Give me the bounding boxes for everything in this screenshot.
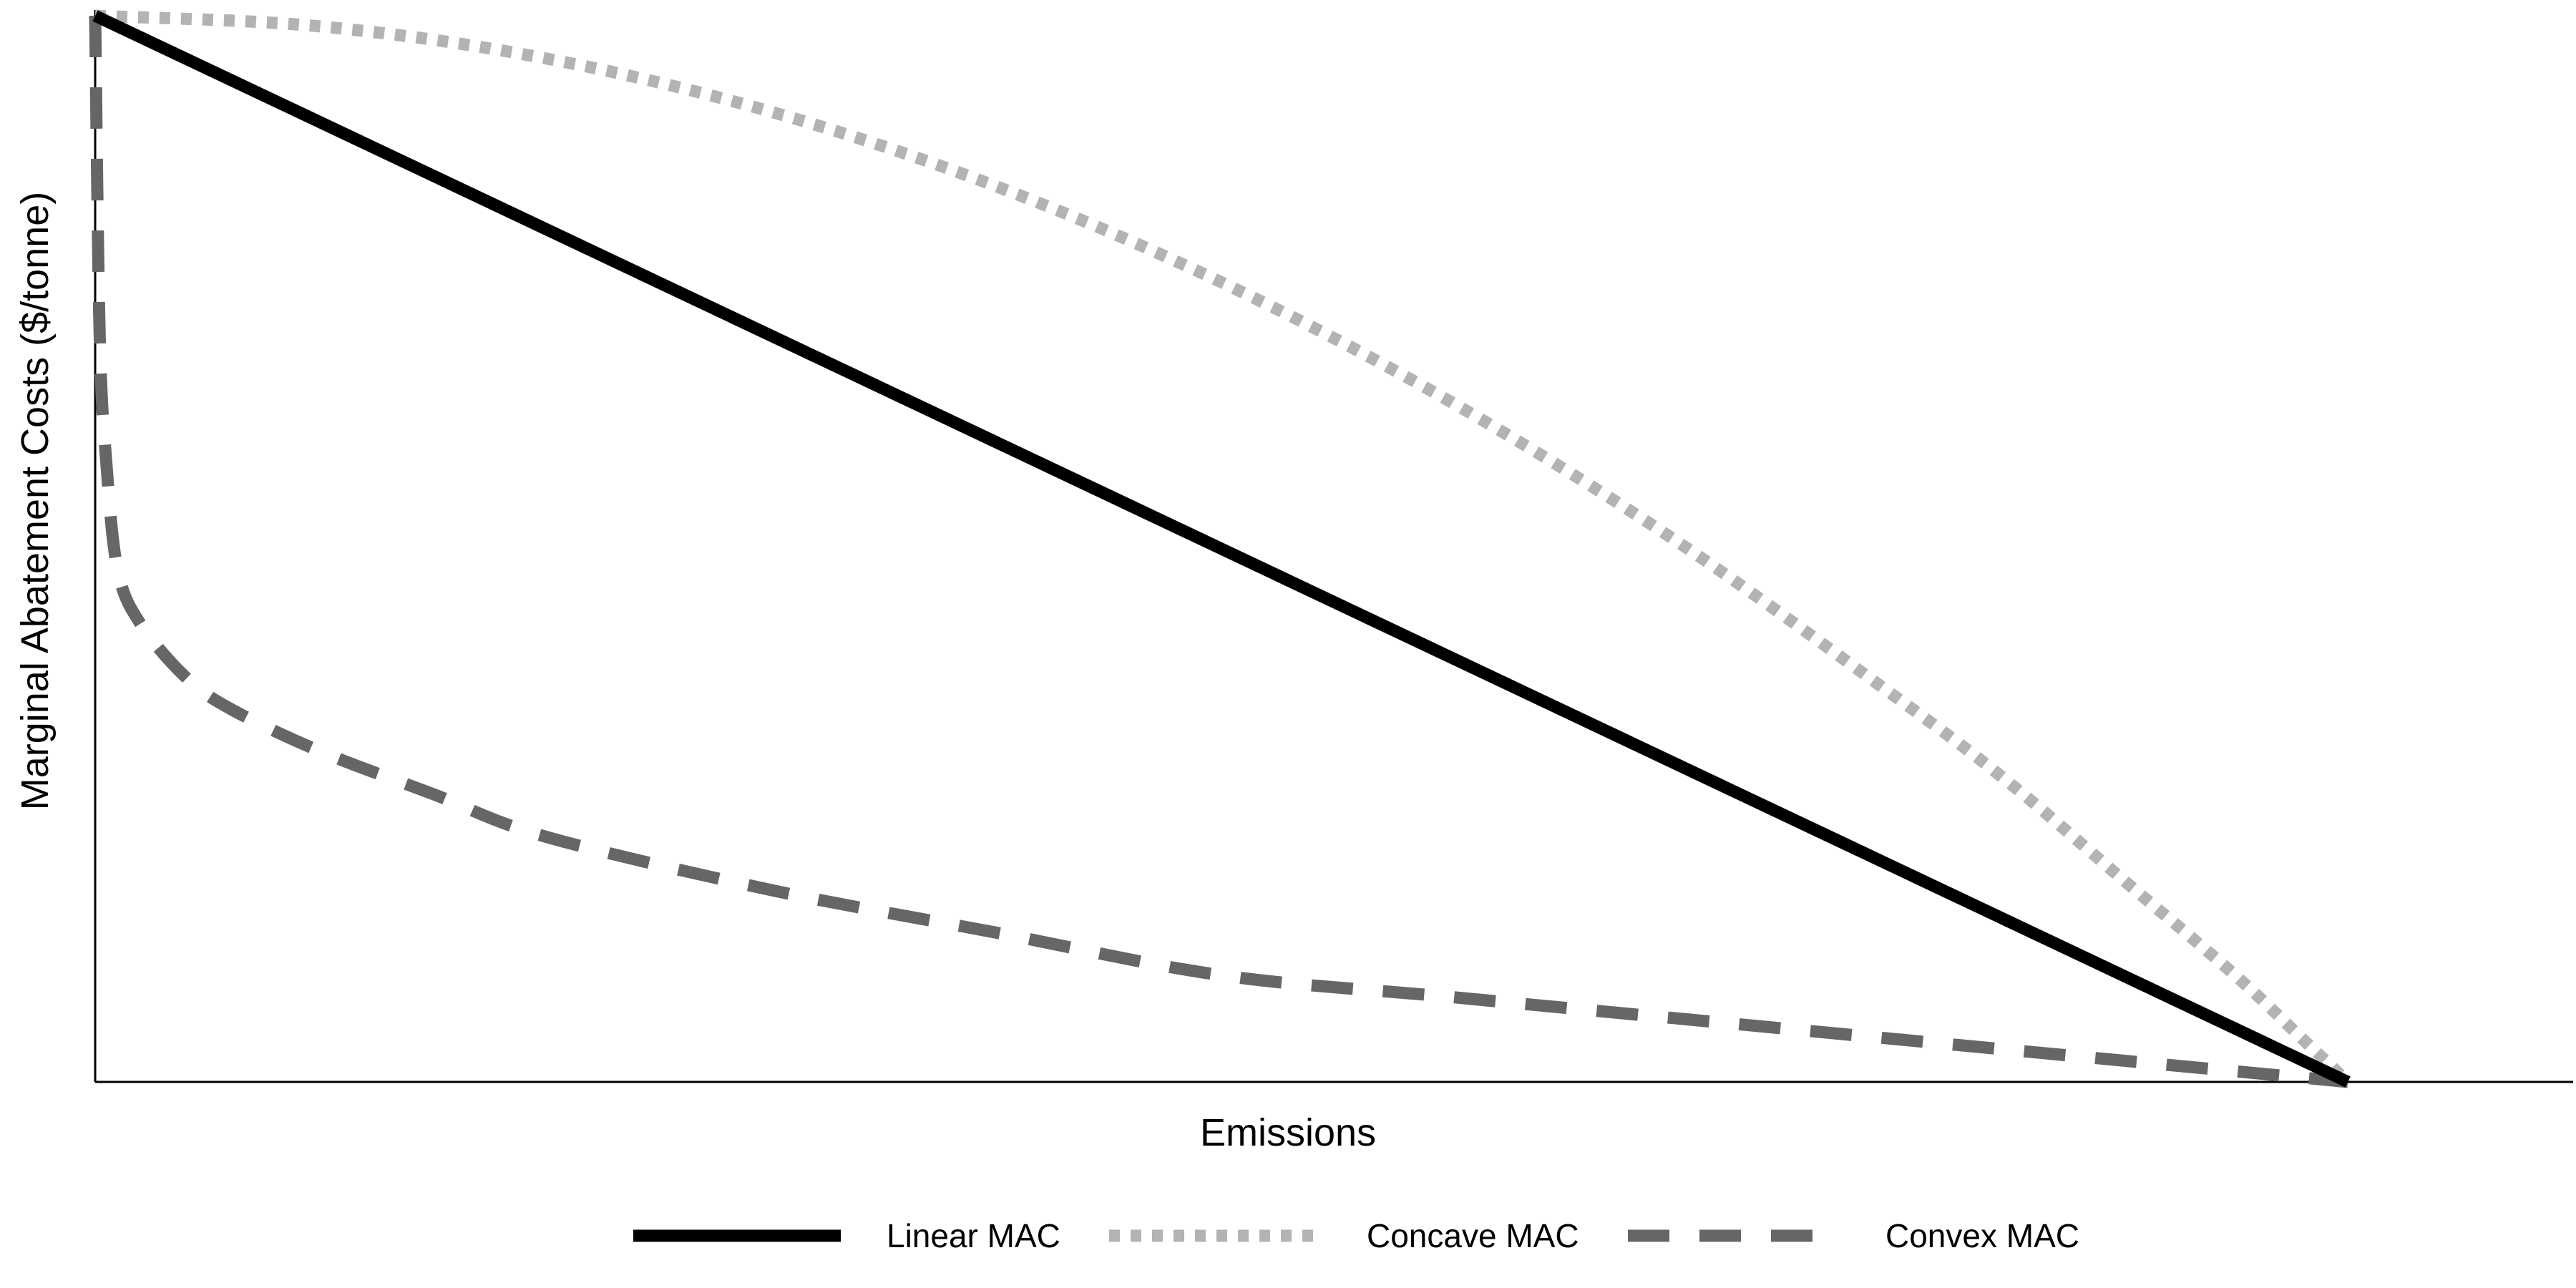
series-line-linear-mac bbox=[92, 10, 2351, 1088]
legend-label-concave: Concave MAC bbox=[1367, 1217, 1579, 1254]
legend-label-convex: Convex MAC bbox=[1885, 1217, 2079, 1254]
legend-key-concave bbox=[1109, 1229, 1317, 1242]
legend-item-convex: Convex MAC bbox=[1628, 1204, 2079, 1268]
legend-key-convex bbox=[1628, 1229, 1814, 1242]
series-line-convex-mac bbox=[89, 15, 2349, 1088]
legend: Linear MAC Concave MAC Convex MAC bbox=[0, 1204, 2576, 1268]
y-axis-label: Marginal Abatement Costs ($/tonne) bbox=[14, 191, 57, 811]
legend-label-linear: Linear MAC bbox=[887, 1217, 1060, 1254]
legend-item-concave: Concave MAC bbox=[1109, 1204, 1579, 1268]
series-line-concave-mac bbox=[94, 9, 2353, 1087]
legend-item-linear: Linear MAC bbox=[633, 1204, 1060, 1268]
series-layer bbox=[89, 9, 2353, 1088]
x-axis-label: Emissions bbox=[1199, 1111, 1377, 1154]
axes bbox=[94, 10, 2573, 1083]
legend-key-linear bbox=[633, 1229, 841, 1242]
